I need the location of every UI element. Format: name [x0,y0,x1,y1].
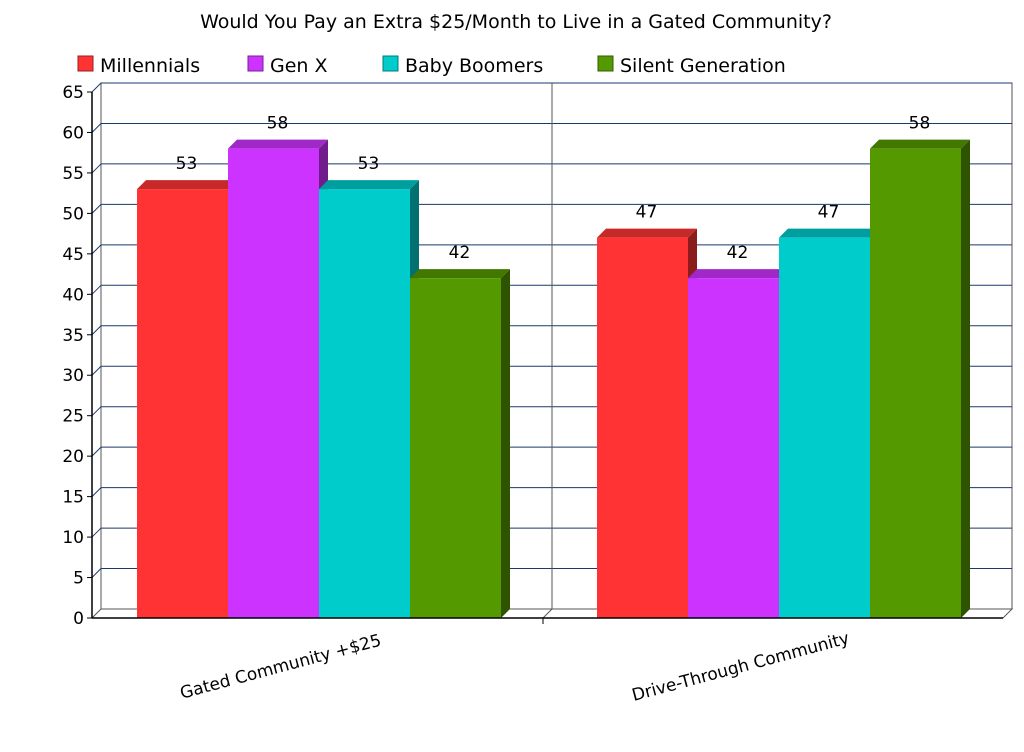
gridline-depth [91,406,102,417]
bar-top [228,139,328,149]
gridline-depth [91,568,102,578]
bar-silent-generation-0 [410,269,510,618]
y-tick-label: 30 [62,366,84,386]
legend-label-1: Gen X [270,55,328,77]
y-tick-label: 35 [62,326,84,346]
gridline-depth [91,487,102,497]
legend-label-0: Millennials [100,55,200,77]
legend-swatch-3 [597,55,614,72]
value-label: 42 [449,243,471,263]
gridline-depth [91,284,102,295]
value-label: 47 [818,203,840,223]
bar-millennials-0 [137,180,237,618]
value-label: 58 [909,114,931,134]
bar-front [319,189,410,618]
gridline-depth [91,325,102,336]
y-tick-label: 20 [62,447,84,467]
x-axis: Gated Community +$25 Drive-Through Commun… [92,617,1003,706]
chart-title: Would You Pay an Extra $25/Month to Live… [200,11,832,33]
bar-top [137,180,237,190]
y-tick-label: 60 [62,123,84,143]
bar-top [319,180,419,190]
bar-silent-generation-1 [870,139,970,618]
bar-side [961,139,970,618]
gridline-depth [91,123,102,133]
y-tick-label: 15 [62,488,84,508]
y-tick-label: 0 [73,609,84,629]
y-tick-label: 40 [62,285,84,305]
y-tick-label: 55 [62,164,84,184]
y-tick-label: 65 [62,83,84,103]
gridline-depth [91,82,102,93]
legend-label-3: Silent Generation [620,55,786,77]
y-axis: 0 5 10 15 20 25 30 35 40 45 50 55 60 65 [62,83,93,629]
legend-swatch-0 [77,55,94,72]
bar-top [597,228,697,238]
gridline-depth [91,204,102,214]
gridline-depth [91,527,102,538]
bar-top [870,139,970,149]
y-tick-label: 50 [62,204,84,224]
legend-swatch-1 [247,55,264,72]
bar-baby-boomers-0 [319,180,419,618]
bar-front [688,278,779,618]
value-label: 58 [267,114,289,134]
category-divider-floor [542,608,553,619]
y-tick-label: 45 [62,245,84,265]
bars [137,139,970,618]
value-label: 47 [636,203,658,223]
bar-millennials-1 [597,228,697,618]
x-category-label: Drive-Through Community [630,628,852,705]
value-label: 53 [176,154,198,174]
bar-front [597,237,688,618]
legend-swatch-2 [382,55,399,72]
bar-side [501,269,510,618]
bar-top [779,228,879,238]
bar-front [779,237,870,618]
legend-label-2: Baby Boomers [405,55,543,77]
y-tick-label: 25 [62,407,84,427]
y-tick-label: 10 [62,528,84,548]
bar-gen-x-0 [228,139,328,618]
value-label: 53 [358,154,380,174]
gridline-depth [91,163,102,174]
bar-front [137,189,228,618]
bar-front [870,148,961,618]
bar-front [228,148,319,618]
bar-gen-x-1 [688,269,788,618]
bar-baby-boomers-1 [779,228,879,618]
gridline-depth [91,365,102,376]
x-category-label: Gated Community +$25 [178,631,384,704]
bar-top [410,269,510,279]
value-label: 42 [727,243,749,263]
value-labels: 53 58 53 42 47 42 47 58 [176,114,931,263]
gridline-depth [91,244,102,255]
gridline-depth [91,446,102,457]
y-tick-label: 5 [73,569,84,589]
bar-front [410,278,501,618]
legend: Millennials Gen X Baby Boomers Silent Gener… [77,55,786,77]
bar-top [688,269,788,279]
